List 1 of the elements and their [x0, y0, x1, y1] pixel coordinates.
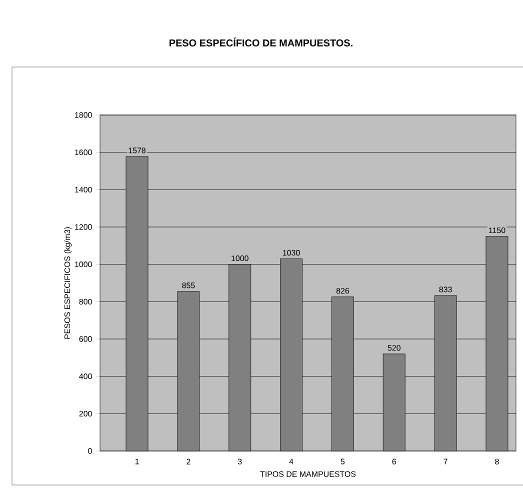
chart-title: PESO ESPECÍFICO DE MAMPUESTOS. — [170, 38, 352, 46]
